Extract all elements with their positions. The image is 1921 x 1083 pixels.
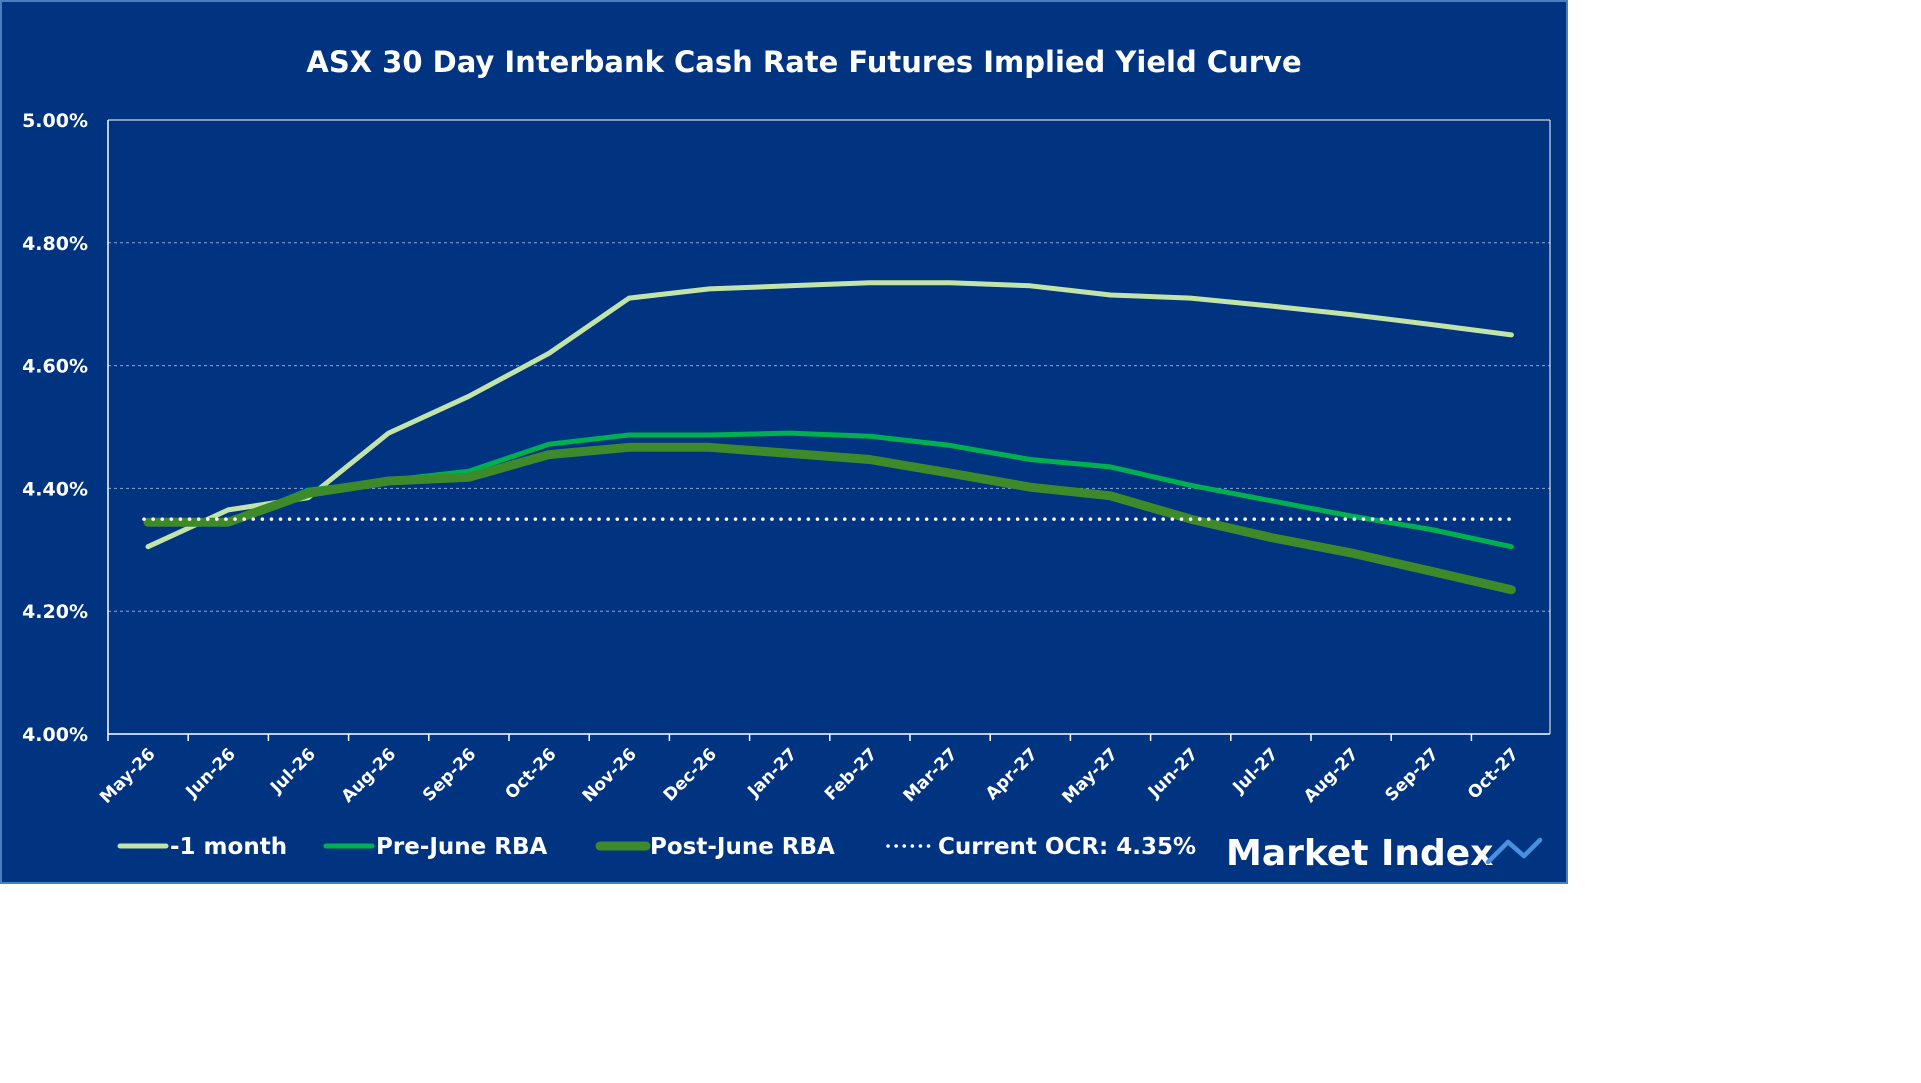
x-tick-label: Aug-27: [1300, 744, 1362, 806]
series-line-1: [145, 280, 1514, 550]
brand-name: Market Index: [1226, 833, 1493, 874]
legend-label-1: -1 month: [170, 834, 287, 860]
y-tick-label: 4.40%: [22, 478, 88, 500]
x-tick-label: May-27: [1059, 744, 1122, 807]
legend-label-3: Post-June RBA: [650, 834, 835, 860]
trend-up-icon: [1485, 837, 1543, 865]
y-tick-label: 5.00%: [22, 110, 88, 132]
x-tick-label: Apr-27: [982, 744, 1042, 804]
y-axis-ticks: 4.00% 4.20% 4.40% 4.60% 4.80% 5.00%: [22, 110, 88, 746]
y-tick-label: 4.80%: [22, 233, 88, 255]
series-line-3: [143, 442, 1516, 595]
y-tick-label: 4.00%: [22, 724, 88, 746]
x-tick-label: Sep-27: [1381, 744, 1442, 805]
legend-label-2: Pre-June RBA: [376, 834, 547, 860]
legend: -1 month Pre-June RBA Post-June RBA Current…: [117, 834, 1196, 860]
line-chart: ASX 30 Day Interbank Cash Rate Futures I…: [22, 45, 1551, 874]
gridlines: [108, 242, 1550, 612]
y-tick-label: 4.60%: [22, 356, 88, 378]
x-tick-label: May-26: [96, 744, 159, 807]
x-tick-label: Jun-26: [182, 744, 240, 802]
x-tick-label: Sep-26: [419, 744, 480, 805]
x-tick-label: Nov-26: [579, 744, 641, 806]
x-tick-label: Feb-27: [821, 744, 881, 804]
x-tick-label: Jul-26: [266, 744, 320, 798]
legend-label-4: Current OCR: 4.35%: [938, 834, 1196, 860]
x-tick-label: Aug-26: [338, 744, 400, 806]
x-tick-label: Oct-26: [502, 744, 561, 803]
x-tick-label: Oct-27: [1464, 744, 1523, 803]
brand-logo: Market Index: [1226, 833, 1543, 874]
chart-title: ASX 30 Day Interbank Cash Rate Futures I…: [306, 45, 1301, 79]
chart-frame: [0, 0, 1568, 884]
x-tick-label: Jul-27: [1229, 744, 1283, 798]
x-tick-label: Jun-27: [1144, 744, 1202, 802]
x-tick-label: Dec-26: [660, 744, 721, 805]
x-tick-label: Mar-27: [900, 744, 962, 806]
y-tick-label: 4.20%: [22, 601, 88, 623]
x-tick-label: Jan-27: [743, 744, 801, 802]
x-axis-ticks: May-26 Jun-26 Jul-26 Aug-26 Sep-26 Oct-26 Nov-…: [96, 734, 1523, 808]
series-lines: [142, 280, 1518, 595]
